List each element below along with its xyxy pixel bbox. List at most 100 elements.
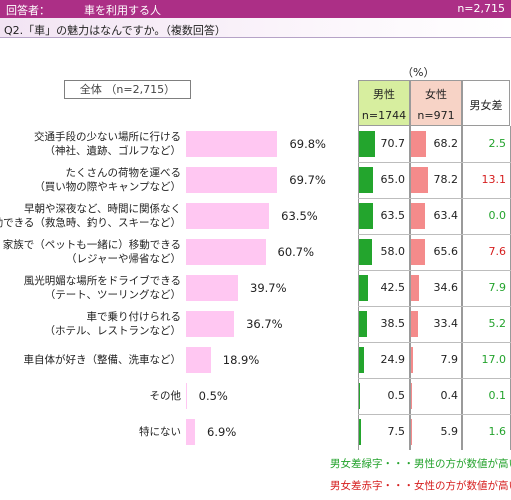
female-value: 68.2: [433, 137, 459, 150]
female-bar: [411, 383, 412, 409]
diff-value: 1.6: [488, 425, 507, 438]
total-bar: [186, 203, 270, 229]
question-bar: Q2.「車」の魅力はなんですか。（複数回答）: [0, 18, 511, 38]
male-value: 63.5: [380, 209, 406, 222]
male-value: 7.5: [387, 425, 406, 438]
female-value: 0.4: [440, 389, 459, 402]
category-label-line: （レジャーや帰省など）: [66, 253, 181, 265]
total-bar-value: 69.7%: [289, 173, 326, 187]
male-column-header: 男性 n=1744: [358, 80, 410, 126]
total-bar-value: 63.5%: [281, 209, 318, 223]
female-bar: [411, 203, 425, 229]
diff-value: 5.2: [488, 317, 507, 330]
diff-value: 2.5: [488, 137, 507, 150]
male-bar: [359, 239, 372, 265]
total-bar-value: 39.7%: [250, 281, 287, 295]
female-n: n=971: [417, 109, 455, 122]
category-label-line: 特にない: [139, 426, 181, 438]
male-label: 男性: [373, 88, 395, 101]
total-bar: [186, 275, 238, 301]
female-bar: [411, 167, 429, 193]
total-bar: [186, 131, 278, 157]
category-label-line: その他: [149, 390, 182, 402]
female-bar: [411, 311, 419, 337]
category-label-line: （神社、遺跡、ゴルフなど）: [44, 145, 182, 157]
category-label-line: 車で乗り付けられる: [86, 311, 182, 323]
diff-value: 0.0: [488, 209, 507, 222]
category-label-line: 家族で（ペットも一緒に）移動できる: [2, 239, 181, 251]
category-label-line: 交通手段の少ない場所に行ける: [34, 131, 181, 143]
female-value: 65.6: [433, 245, 459, 258]
male-value: 42.5: [380, 281, 406, 294]
category-label-line: 早朝や深夜など、時間に関係なく: [24, 203, 181, 215]
female-value: 34.6: [433, 281, 459, 294]
category-label-line: （テート、ツーリングなど）: [44, 289, 181, 301]
category-label: 家族で（ペットも一緒に）移動できる （レジャーや帰省など）: [3, 238, 181, 266]
total-bar: [186, 167, 278, 193]
male-value: 24.9: [380, 353, 406, 366]
female-value: 7.9: [440, 353, 459, 366]
unit-label: （%）: [402, 66, 435, 79]
female-bar: [411, 419, 413, 445]
question-text: Q2.「車」の魅力はなんですか。（複数回答）: [4, 24, 226, 37]
total-bar-value: 60.7%: [277, 245, 315, 259]
category-label-line: （買い物の際やキャンプなど）: [34, 181, 181, 193]
female-column-header: 女性 n=971: [410, 80, 462, 126]
female-column: [410, 126, 462, 450]
diff-value: 13.1: [481, 173, 507, 186]
male-value: 0.5: [387, 389, 406, 402]
category-label: 風光明媚な場所をドライブできる （テート、ツーリングなど）: [24, 274, 181, 302]
category-label: たくさんの荷物を運べる （買い物の際やキャンプなど）: [34, 166, 181, 194]
total-bar-value: 69.8%: [289, 137, 326, 151]
male-value: 38.5: [380, 317, 406, 330]
note-green: 男女差緑字・・・男性の方が数値が高い: [330, 458, 511, 470]
category-label-line: 移動できる（救急時、釣り、スキーなど）: [0, 217, 181, 229]
female-bar: [411, 275, 419, 301]
row-divider: [358, 162, 511, 163]
category-label: その他: [150, 389, 182, 403]
diff-value: 7.9: [488, 281, 507, 294]
female-bar: [411, 131, 426, 157]
row-divider: [358, 270, 511, 271]
total-bar: [186, 419, 196, 445]
diff-column-header: 男女差: [462, 80, 510, 126]
male-bar: [359, 419, 361, 445]
total-bar: [186, 347, 211, 373]
male-bar: [359, 203, 373, 229]
male-bar: [359, 167, 374, 193]
male-bar: [359, 383, 360, 409]
male-value: 65.0: [380, 173, 406, 186]
respondents-header: 回答者： 車を利用する人 n=2,715: [0, 0, 511, 18]
female-value: 5.9: [440, 425, 459, 438]
female-value: 63.4: [433, 209, 459, 222]
total-bar-value: 6.9%: [207, 425, 237, 439]
category-label: 車で乗り付けられる （ホテル、レストランなど）: [45, 310, 182, 338]
female-value: 78.2: [433, 173, 459, 186]
row-divider: [358, 198, 511, 199]
total-bar-value: 36.7%: [246, 317, 283, 331]
female-label: 女性: [425, 88, 447, 101]
category-label: 特にない: [139, 425, 181, 439]
respondents-value: 車を利用する人: [84, 4, 161, 17]
category-label: 早朝や深夜など、時間に関係なく移動できる（救急時、釣り、スキーなど）: [0, 202, 181, 230]
male-bar: [359, 275, 369, 301]
row-divider: [358, 378, 511, 379]
row-divider: [358, 342, 511, 343]
diff-label: 男女差: [469, 99, 503, 112]
total-bar: [186, 311, 235, 337]
male-bar: [359, 131, 375, 157]
category-label-line: （ホテル、レストランなど）: [44, 325, 182, 337]
male-bar: [359, 311, 368, 337]
diff-value: 17.0: [481, 353, 507, 366]
total-label: 全体 （n=2,715）: [64, 80, 191, 99]
category-label-line: 車自体が好き（整備、洗車など）: [23, 354, 182, 366]
male-bar: [359, 347, 365, 373]
category-label-line: たくさんの荷物を運べる: [65, 167, 182, 179]
female-value: 33.4: [433, 317, 459, 330]
category-label: 車自体が好き（整備、洗車など）: [24, 353, 182, 367]
total-bar-value: 18.9%: [222, 353, 260, 367]
male-value: 70.7: [380, 137, 406, 150]
note-red: 男女差赤字・・・女性の方が数値が高い: [330, 480, 511, 492]
row-divider: [358, 306, 511, 307]
male-value: 58.0: [380, 245, 406, 258]
